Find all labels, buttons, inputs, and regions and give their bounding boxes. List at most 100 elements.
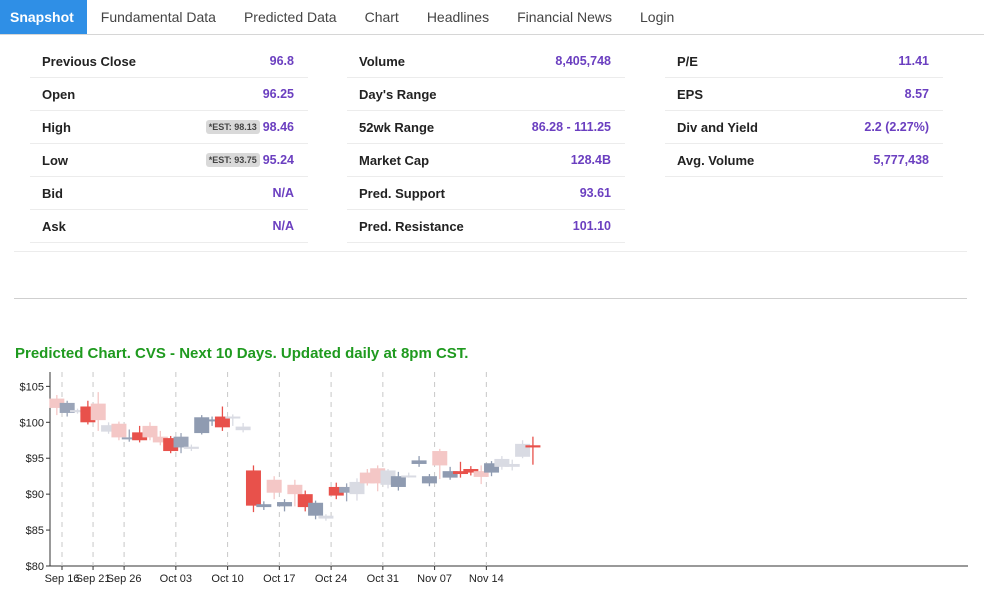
candle-body — [494, 458, 510, 467]
stat-value: 8,405,748 — [555, 54, 611, 68]
stat-label: Day's Range — [359, 86, 437, 102]
candle-body — [59, 402, 75, 413]
stat-value: 5,777,438 — [873, 153, 929, 167]
stat-row: Market Cap 128.4B — [347, 144, 625, 177]
stat-label: Market Cap — [359, 152, 430, 168]
candle-body — [452, 471, 468, 475]
stat-row: Pred. Resistance 101.10 — [347, 210, 625, 243]
candle-body — [339, 486, 355, 493]
candle-body — [473, 471, 489, 477]
stat-value: 98.46 — [262, 120, 294, 134]
stat-value: 86.28 - 111.25 — [531, 120, 611, 134]
candle-body — [308, 502, 324, 516]
tab-snapshot[interactable]: Snapshot — [0, 0, 87, 34]
candle-body — [132, 432, 148, 441]
candle-body — [101, 425, 117, 432]
x-tick-label: Nov 14 — [469, 573, 504, 585]
stat-value: 2.2 (2.27%) — [864, 120, 929, 134]
stat-value: N/A — [272, 186, 294, 200]
estimate-badge: *EST: 98.13 — [205, 120, 260, 134]
stat-label: Avg. Volume — [677, 152, 755, 168]
tab-financial-news[interactable]: Financial News — [517, 9, 613, 25]
candle-body — [90, 403, 106, 421]
x-tick-label: Oct 24 — [315, 573, 347, 585]
tab-chart[interactable]: Chart — [364, 9, 399, 25]
stat-row: P/E 11.41 — [665, 45, 943, 78]
candle-body — [256, 504, 272, 508]
stat-label: Pred. Support — [359, 185, 445, 201]
stat-row: Bid N/A — [30, 177, 308, 210]
stat-row: Ask N/A — [30, 210, 308, 243]
stat-row: Open 96.25 — [30, 78, 308, 111]
stat-label: High — [42, 119, 71, 135]
tab-predicted-data[interactable]: Predicted Data — [243, 9, 337, 25]
stat-row: High *EST: 98.13 98.46 — [30, 111, 308, 144]
stat-label: Div and Yield — [677, 119, 758, 135]
stat-label: 52wk Range — [359, 119, 435, 135]
candle-body — [525, 445, 541, 448]
candle-body — [328, 486, 344, 496]
candle-body — [411, 460, 427, 464]
candle-body — [204, 419, 220, 422]
stat-value: 96.25 — [262, 87, 294, 101]
candle-body — [70, 410, 86, 413]
candle-body — [111, 423, 127, 438]
candle-body — [484, 463, 500, 473]
candle-body — [349, 481, 365, 495]
candle-body — [152, 436, 168, 443]
x-tick-label: Sep 16 — [45, 573, 80, 585]
stat-row: Day's Range — [347, 78, 625, 111]
tab-headlines[interactable]: Headlines — [426, 9, 490, 25]
stat-value-group: *EST: 93.75 95.24 — [205, 153, 294, 167]
stat-row: Volume 8,405,748 — [347, 45, 625, 78]
snapshot-column-3: P/E 11.41 EPS 8.57 Div and Yield 2.2 (2.… — [665, 45, 943, 177]
chart-title: Predicted Chart. CVS - Next 10 Days. Upd… — [15, 345, 469, 362]
estimate-badge: *EST: 93.75 — [205, 153, 260, 167]
candle-body — [49, 398, 65, 408]
candle-body — [277, 502, 293, 507]
stat-label: Open — [42, 86, 76, 102]
snapshot-column-2: Volume 8,405,748 Day's Range 52wk Range … — [347, 45, 625, 243]
stat-label: EPS — [677, 86, 704, 102]
stat-label: Previous Close — [42, 53, 136, 69]
stat-value: 93.61 — [579, 186, 611, 200]
x-tick-label: Oct 17 — [263, 573, 295, 585]
stat-value: 11.41 — [898, 54, 929, 68]
stat-value: 96.8 — [269, 54, 294, 68]
y-tick-label: $90 — [26, 489, 44, 501]
candle-body — [287, 484, 303, 495]
candle-body — [390, 476, 406, 487]
candle-body — [214, 416, 230, 428]
divider — [14, 251, 967, 252]
candle-body — [421, 476, 437, 484]
x-tick-label: Oct 03 — [160, 573, 192, 585]
candle-body — [504, 463, 520, 467]
x-tick-label: Oct 31 — [367, 573, 399, 585]
y-tick-label: $105 — [20, 381, 44, 393]
candle-body — [183, 446, 199, 449]
candle-body — [173, 436, 189, 448]
stat-row: Pred. Support 93.61 — [347, 177, 625, 210]
stat-value: 101.10 — [572, 219, 611, 233]
y-tick-label: $100 — [20, 417, 44, 429]
stat-label: Volume — [359, 53, 405, 69]
stat-label: Pred. Resistance — [359, 218, 464, 234]
x-tick-label: Sep 26 — [107, 573, 142, 585]
stat-row: Avg. Volume 5,777,438 — [665, 144, 943, 177]
stat-label: P/E — [677, 53, 698, 69]
nav-tabs: Snapshot Fundamental Data Predicted Data… — [0, 0, 984, 35]
stat-value: N/A — [272, 219, 294, 233]
stat-label: Bid — [42, 185, 63, 201]
stat-value: 95.24 — [262, 153, 294, 167]
candle-body — [442, 471, 458, 478]
stat-value: 8.57 — [904, 87, 929, 101]
stat-row: EPS 8.57 — [665, 78, 943, 111]
candle-body — [121, 437, 137, 440]
tab-fundamental-data[interactable]: Fundamental Data — [100, 9, 216, 25]
tab-login[interactable]: Login — [640, 9, 675, 25]
stat-row: Div and Yield 2.2 (2.27%) — [665, 111, 943, 144]
stat-label: Ask — [42, 218, 66, 234]
candle-body — [359, 472, 375, 484]
stat-value: 128.4B — [570, 153, 611, 167]
x-tick-label: Oct 10 — [211, 573, 243, 585]
